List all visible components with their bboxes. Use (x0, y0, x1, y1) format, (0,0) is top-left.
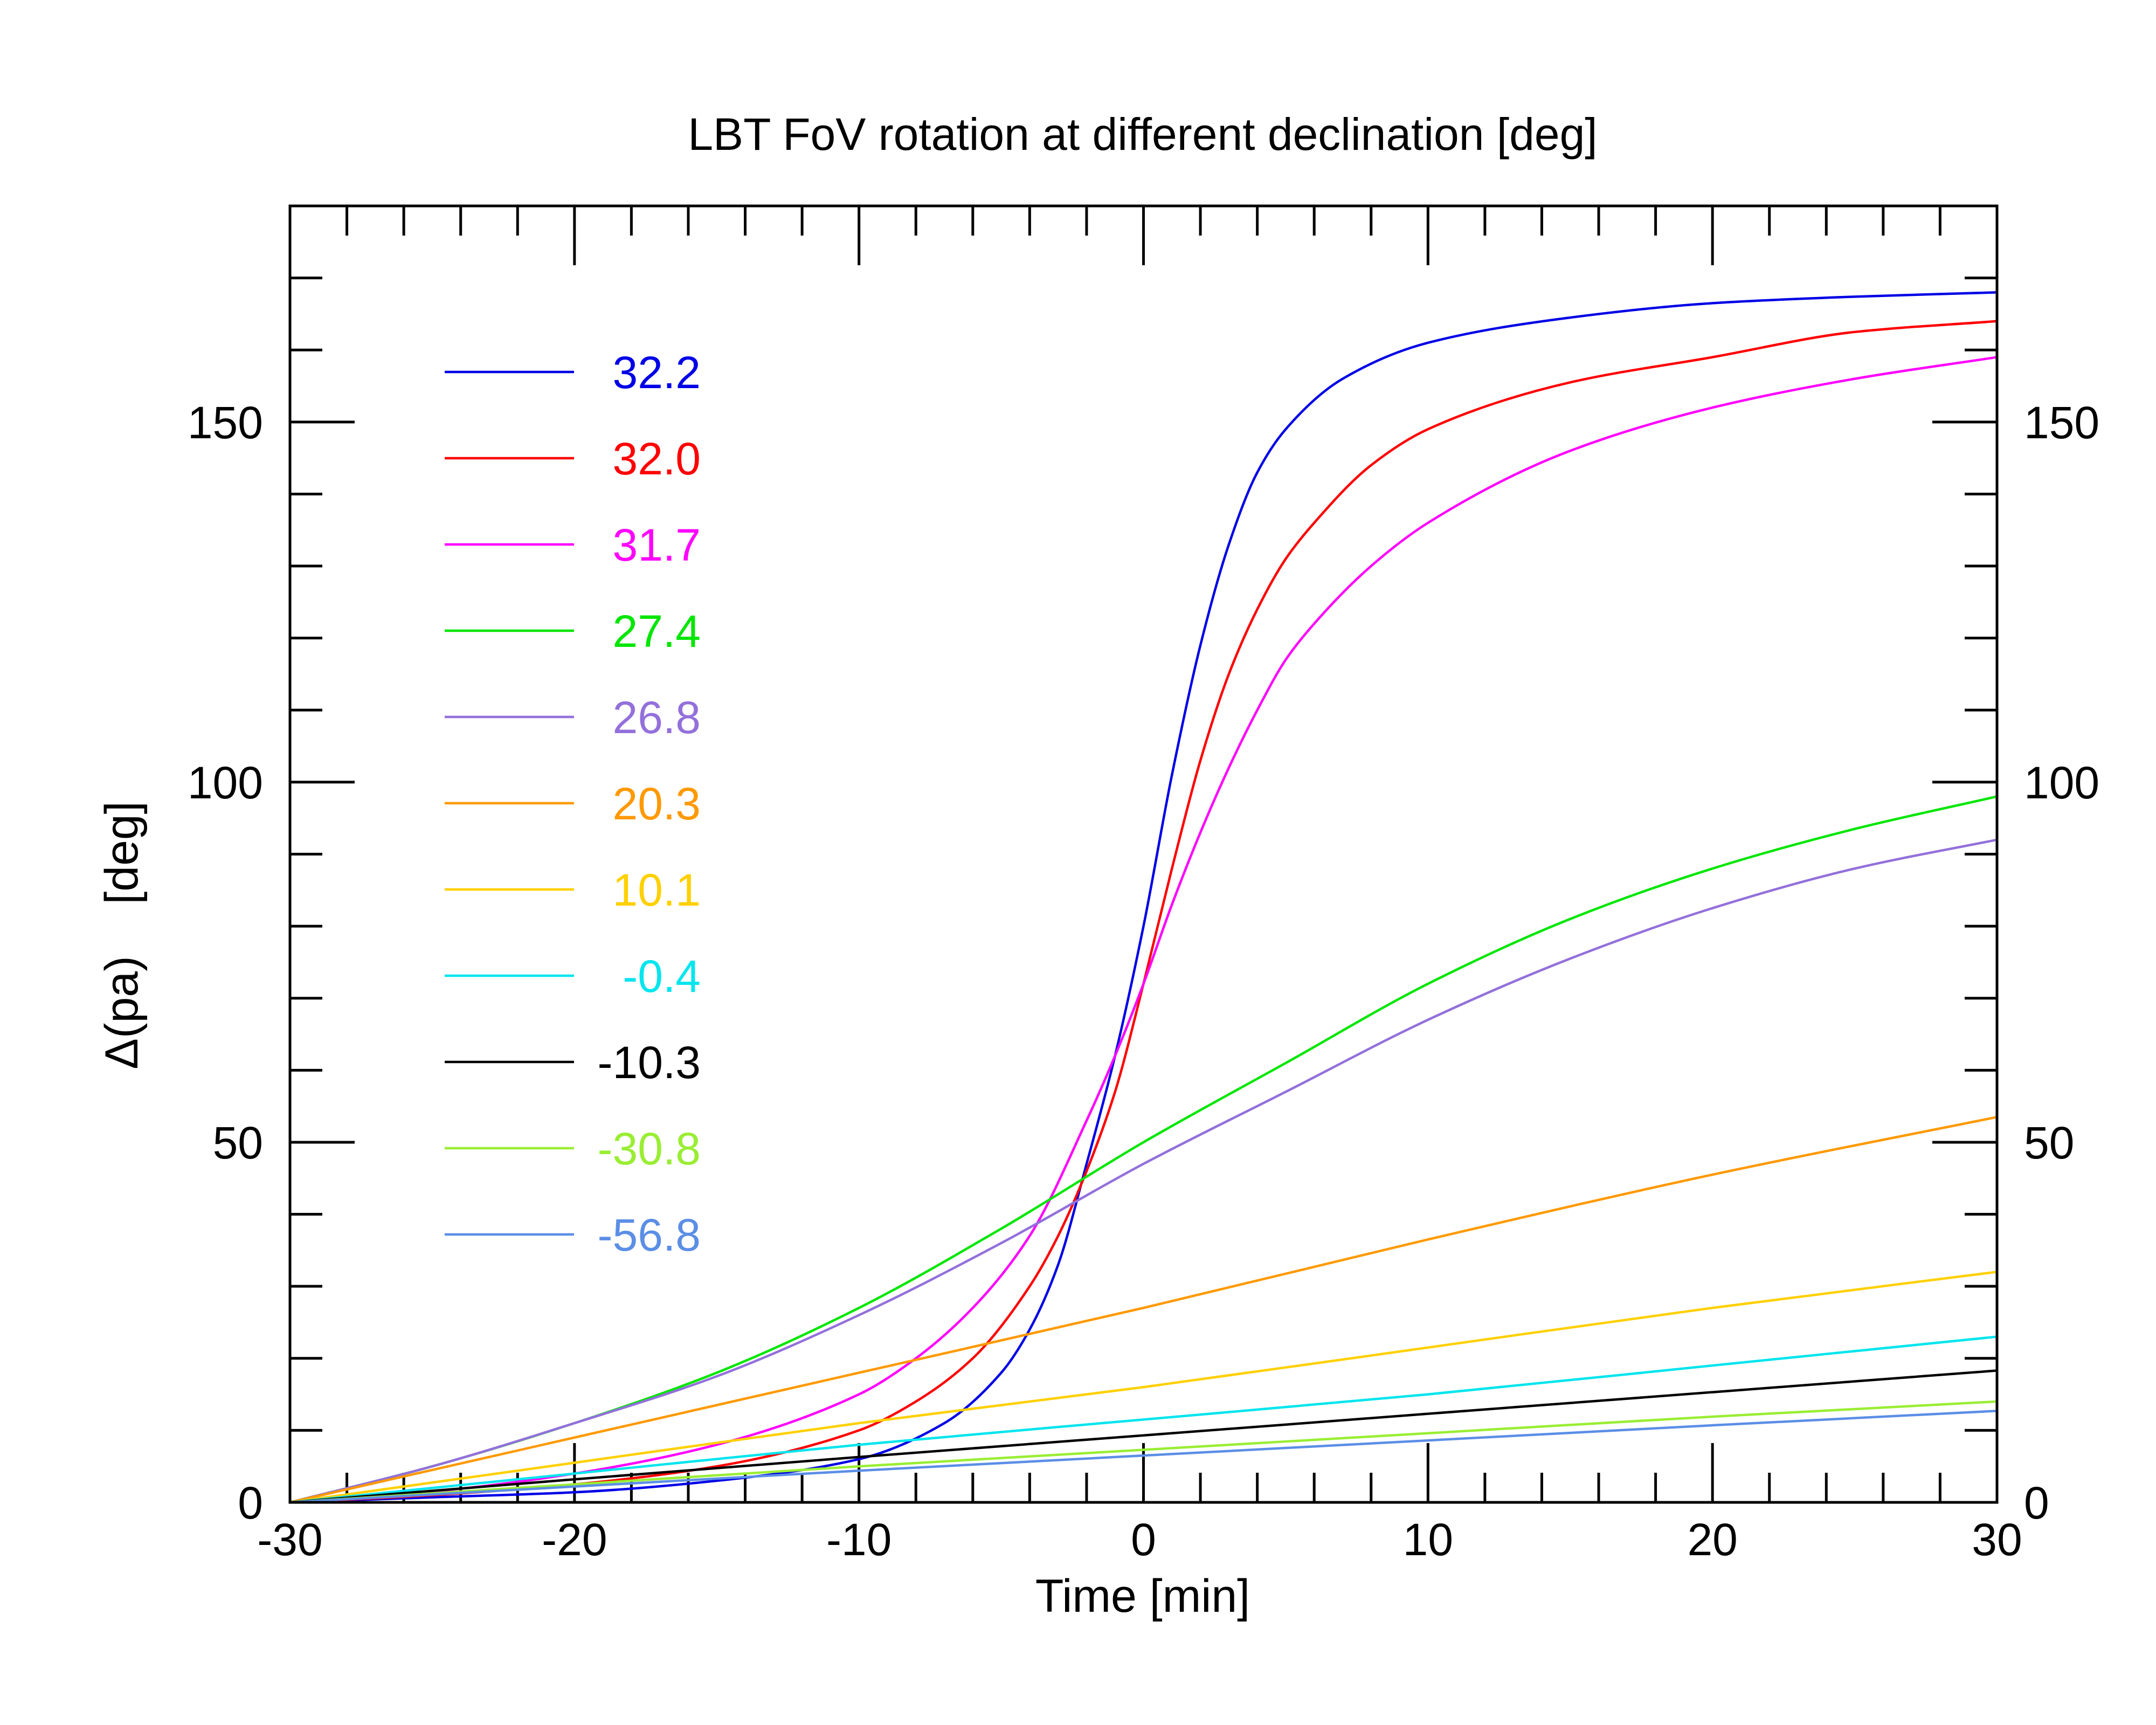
legend-label--30.8: -30.8 (598, 1123, 701, 1174)
legend-label-32.2: 32.2 (613, 347, 701, 398)
y-tick-label-left: 50 (213, 1117, 263, 1168)
x-tick-label: 20 (1687, 1514, 1737, 1565)
y-tick-label-right: 0 (2024, 1478, 2049, 1528)
legend-label-27.4: 27.4 (613, 606, 701, 657)
x-tick-label: 30 (1972, 1514, 2022, 1565)
y-tick-label-right: 50 (2024, 1117, 2074, 1168)
series-line-10.1 (289, 1271, 1998, 1504)
chart-title: LBT FoV rotation at different declinatio… (688, 109, 1597, 160)
legend-label--56.8: -56.8 (598, 1210, 701, 1260)
x-tick-label: -30 (257, 1514, 322, 1565)
legend: 32.2 32.0 31.7 27.4 26.8 20.3 10.1 -0.4 -10.3 -30… (445, 347, 701, 1260)
legend-label--10.3: -10.3 (598, 1037, 701, 1088)
y-axis-label: Δ(pa) [deg] (96, 801, 148, 1069)
y-tick-label-left: 0 (238, 1478, 263, 1528)
x-tick-label: -20 (542, 1514, 607, 1565)
x-tick-label: 10 (1403, 1514, 1453, 1565)
series-line--56.8 (289, 1410, 1998, 1504)
legend-label-32.0: 32.0 (613, 433, 701, 484)
legend-label-31.7: 31.7 (613, 520, 701, 570)
series-line-32.0 (289, 320, 1998, 1504)
y-tick-label-left: 150 (188, 397, 263, 448)
x-tick-label: -10 (826, 1514, 892, 1565)
series-lines (289, 291, 1998, 1504)
plot-frame (288, 204, 1999, 1504)
series-line--10.3 (289, 1369, 1998, 1504)
legend-label--0.4: -0.4 (623, 951, 701, 1002)
series-line-26.8 (289, 838, 1998, 1504)
legend-label-26.8: 26.8 (613, 692, 701, 743)
series-line-20.3 (289, 1115, 1998, 1504)
y-tick-label-left: 100 (188, 757, 263, 808)
y-tick-label-right: 100 (2024, 757, 2099, 808)
x-tick-label: 0 (1131, 1514, 1156, 1565)
series-line--0.4 (289, 1335, 1998, 1504)
y-tick-label-right: 150 (2024, 397, 2099, 448)
x-axis-label: Time [min] (1035, 1570, 1250, 1622)
series-line--30.8 (289, 1400, 1998, 1504)
legend-label-20.3: 20.3 (613, 778, 701, 829)
legend-label-10.1: 10.1 (613, 865, 701, 915)
